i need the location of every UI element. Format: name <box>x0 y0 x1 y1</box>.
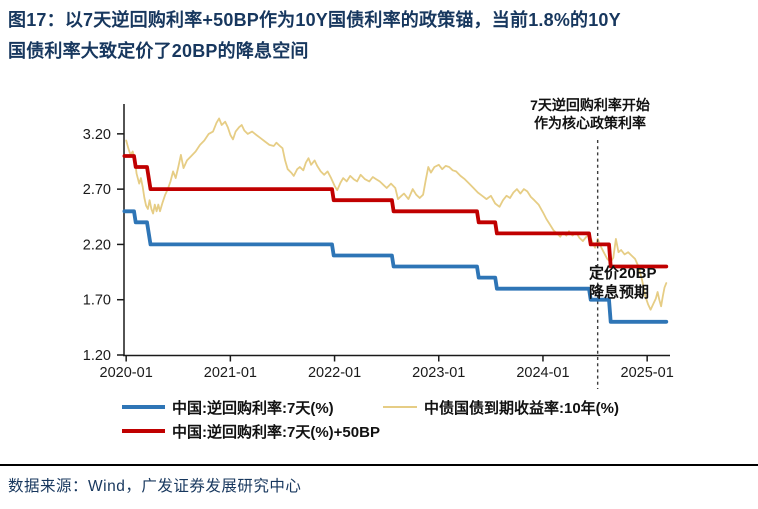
legend-swatch-blue-line <box>122 405 165 409</box>
source-note: 数据来源：Wind，广发证券发展研究中心 <box>8 478 302 495</box>
annotation-policy-line1: 7天逆回购利率开始 <box>530 97 650 113</box>
legend-item-repo7d: 中国:逆回购利率:7天(%) <box>122 397 334 417</box>
annotation-policy-rate: 7天逆回购利率开始 作为核心政策利率 <box>488 96 692 132</box>
divider-line <box>0 464 758 466</box>
legend-item-repo7d-plus50bp: 中国:逆回购利率:7天(%)+50BP <box>122 421 380 441</box>
annotation-pricing-line2: 降息预期 <box>589 284 650 301</box>
x-tick-label: 2021-01 <box>204 365 257 381</box>
series-line <box>122 154 669 269</box>
y-tick-label: 2.70 <box>83 182 111 198</box>
legend-label-cgb10y: 中债国债到期收益率:10年(%) <box>424 399 620 417</box>
figure-title-line2: 国债利率大致定价了20BP的降息空间 <box>8 41 309 61</box>
legend-swatch-red-line <box>122 429 165 433</box>
y-tick-label: 1.20 <box>83 348 111 364</box>
annotation-pricing-line1: 定价20BP <box>589 265 657 282</box>
x-tick-label: 2023-01 <box>412 365 465 381</box>
series-line <box>125 117 668 311</box>
annotation-policy-line2: 作为核心政策利率 <box>534 115 646 131</box>
x-tick-label: 2024-01 <box>516 365 569 381</box>
legend-label-repo7d: 中国:逆回购利率:7天(%) <box>172 399 334 417</box>
y-tick-label: 1.70 <box>83 293 111 309</box>
figure-title-line1: 图17：以7天逆回购利率+50BP作为10Y国债利率的政策锚，当前1.8%的10… <box>8 10 621 30</box>
figure-title: 图17：以7天逆回购利率+50BP作为10Y国债利率的政策锚，当前1.8%的10… <box>8 5 752 67</box>
annotation-pricing-20bp: 定价20BP 降息预期 <box>589 264 657 302</box>
x-tick-label: 2020-01 <box>100 365 153 381</box>
legend-label-repo7d-plus50bp: 中国:逆回购利率:7天(%)+50BP <box>172 423 380 441</box>
y-tick-label: 2.20 <box>83 237 111 253</box>
legend-swatch-gold-line <box>383 406 417 408</box>
legend-item-cgb10y: 中债国债到期收益率:10年(%) <box>383 397 619 417</box>
x-tick-label: 2022-01 <box>308 365 361 381</box>
y-tick-label: 3.20 <box>83 127 111 143</box>
series-line <box>122 209 669 324</box>
x-tick-label: 2025-01 <box>621 365 674 381</box>
